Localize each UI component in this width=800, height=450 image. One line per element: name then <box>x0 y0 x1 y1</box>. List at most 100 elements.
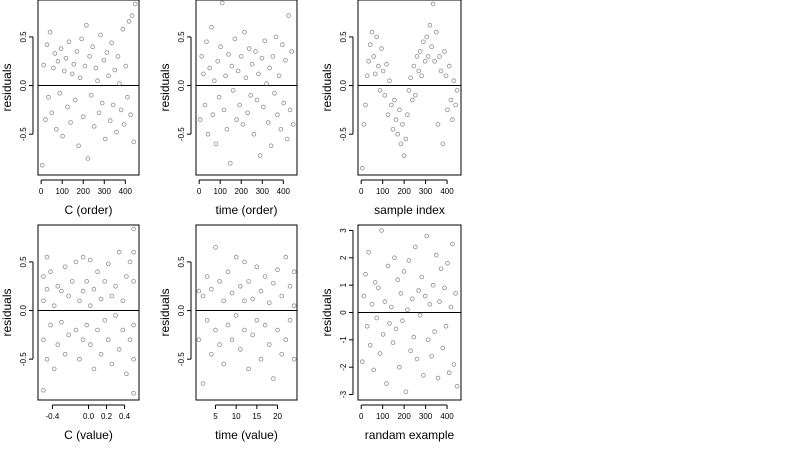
scatter-point <box>440 345 446 351</box>
y-tick-label: -0.5 <box>19 352 28 366</box>
scatter-point <box>387 78 392 83</box>
scatter-point <box>212 78 217 83</box>
scatter-point <box>435 375 441 381</box>
scatter-point <box>44 42 50 47</box>
scatter-point <box>98 351 104 357</box>
scatter-point <box>414 54 420 59</box>
y-tick-label: 0.0 <box>177 304 186 316</box>
y-tick-label: -0.5 <box>177 127 186 141</box>
scatter-point <box>279 293 285 299</box>
scatter-point <box>109 40 114 46</box>
scatter-point <box>388 304 394 310</box>
scatter-point <box>289 49 295 54</box>
scatter-point <box>419 73 425 79</box>
scatter-point <box>401 269 407 274</box>
scatter-point <box>123 63 128 69</box>
scatter-point <box>39 163 45 168</box>
scatter-point <box>242 259 247 265</box>
scatter-point <box>279 351 285 357</box>
scatter-point <box>233 313 239 318</box>
scatter-point <box>126 19 132 24</box>
scatter-point <box>272 91 277 96</box>
scatter-point <box>250 332 256 338</box>
scatter-point <box>363 102 368 108</box>
scatter-point <box>372 280 378 285</box>
scatter-point <box>51 303 57 309</box>
y-tick-label: 1 <box>339 282 348 287</box>
plot-frame <box>195 0 298 176</box>
scatter-point <box>390 127 396 132</box>
scatter-point <box>380 68 386 74</box>
scatter-point <box>62 68 67 74</box>
scatter-point <box>70 71 75 77</box>
scatter-point <box>419 274 425 280</box>
scatter-point <box>382 93 388 98</box>
scatter-point <box>229 290 235 296</box>
scatter-point <box>120 298 126 304</box>
scatter-point <box>254 97 260 103</box>
scatter-point <box>443 73 449 79</box>
scatter-point <box>124 371 129 377</box>
x-axis-title: sample index <box>374 203 445 217</box>
scatter-point <box>55 283 61 289</box>
scatter-point <box>262 274 268 279</box>
scatter-point <box>112 67 118 73</box>
x-tick-label: 0 <box>197 187 202 196</box>
x-tick-label: 0 <box>359 412 364 421</box>
scatter-point <box>77 356 82 362</box>
scatter-point <box>412 244 418 250</box>
scatter-point <box>435 122 441 127</box>
x-tick-label: 0.2 <box>101 412 113 421</box>
scatter-point <box>363 271 368 277</box>
scatter-point <box>118 107 124 113</box>
scatter-point <box>204 39 209 45</box>
x-axis-title: randam example <box>365 428 455 442</box>
scatter-point <box>73 259 79 265</box>
scatter-point <box>102 317 107 323</box>
y-tick-label: -0.5 <box>339 127 348 141</box>
scatter-point <box>385 263 391 269</box>
scatter-point <box>240 122 246 127</box>
scatter-point <box>99 100 105 106</box>
scatter-point <box>88 303 93 309</box>
scatter-point <box>286 13 291 18</box>
scatter-point <box>43 117 48 122</box>
scatter-point <box>397 107 402 113</box>
scatter-point <box>52 51 58 56</box>
y-tick-label: 0.5 <box>339 31 348 43</box>
scatter-point <box>93 65 99 71</box>
scatter-point <box>196 337 202 343</box>
x-tick-label: 300 <box>256 187 270 196</box>
scatter-point <box>200 293 206 299</box>
scatter-point <box>120 26 126 32</box>
scatter-point <box>379 46 384 51</box>
residual-panel: 0 100 200 300 400 -0.5 0.0 0.5 sample index resid… <box>320 0 462 217</box>
scatter-point <box>266 300 272 306</box>
scatter-point <box>409 97 415 103</box>
scatter-point <box>125 94 130 100</box>
scatter-point <box>251 131 257 137</box>
scatter-point <box>216 94 222 100</box>
x-tick-label: 400 <box>440 187 454 196</box>
scatter-point <box>104 50 110 55</box>
scatter-point <box>259 55 265 61</box>
scatter-point <box>221 361 227 367</box>
scatter-point <box>276 73 282 79</box>
scatter-point <box>448 97 454 103</box>
scatter-point <box>376 63 381 69</box>
scatter-point <box>106 261 111 267</box>
scatter-point <box>131 249 136 255</box>
scatter-point <box>429 44 434 49</box>
scatter-point <box>432 329 437 334</box>
scatter-point <box>73 327 79 333</box>
scatter-point <box>409 296 415 302</box>
scatter-point <box>41 337 46 343</box>
scatter-point <box>374 34 380 40</box>
scatter-point <box>238 283 243 289</box>
scatter-point <box>201 71 206 77</box>
scatter-point <box>98 32 103 38</box>
scatter-point <box>256 71 261 77</box>
scatter-point <box>427 22 433 28</box>
scatter-point <box>66 293 71 299</box>
scatter-point <box>411 63 417 69</box>
